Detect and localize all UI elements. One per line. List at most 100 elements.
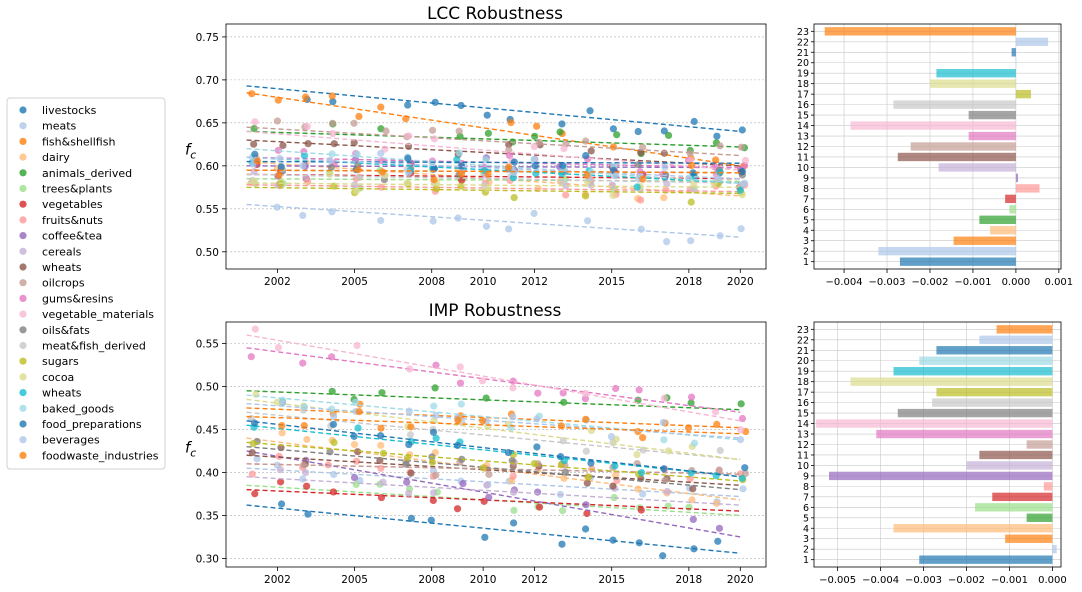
ytick-label: 11	[797, 152, 809, 163]
data-point	[509, 413, 517, 421]
legend-label: coffee&tea	[42, 230, 102, 243]
data-point	[327, 163, 335, 171]
ytick-label: 3	[803, 236, 809, 247]
data-point	[484, 170, 492, 178]
data-point	[663, 238, 671, 246]
data-point	[689, 169, 697, 177]
ytick-label: 23	[797, 325, 809, 336]
bar	[979, 335, 1053, 344]
data-point	[355, 112, 363, 121]
data-point	[429, 496, 437, 505]
data-point	[738, 414, 747, 423]
data-point	[587, 459, 595, 467]
data-point	[612, 384, 620, 393]
xtick-label: 0.000	[1038, 575, 1067, 586]
ytick-label: 23	[797, 27, 809, 38]
data-point	[330, 412, 338, 421]
data-point	[407, 514, 416, 522]
ytick-label: 8	[803, 482, 809, 493]
ytick-label: 0.45	[196, 424, 219, 436]
bar	[1005, 194, 1016, 204]
data-point	[328, 208, 336, 216]
data-point	[377, 149, 385, 157]
trend-line	[246, 488, 741, 512]
data-point	[404, 154, 412, 162]
data-point	[351, 181, 359, 189]
bar	[1015, 173, 1019, 183]
trend-line	[246, 445, 741, 491]
bar	[897, 152, 1016, 162]
ytick-label: 3	[803, 534, 809, 545]
ytick-label: 0.65	[196, 118, 219, 130]
bar	[1005, 534, 1053, 543]
data-point	[328, 405, 336, 413]
bar	[893, 367, 1053, 376]
xtick-label: 2005	[341, 574, 368, 586]
data-point	[300, 422, 308, 430]
legend-label: meats	[42, 120, 77, 133]
trend-line	[246, 411, 741, 461]
data-point	[737, 426, 745, 434]
data-point	[405, 489, 413, 498]
ytick-label: 10	[797, 461, 809, 472]
trend-line	[246, 169, 741, 174]
trend-line	[246, 402, 741, 439]
bar	[893, 100, 1016, 109]
data-point	[607, 432, 615, 441]
data-point	[457, 162, 466, 170]
data-point	[562, 191, 570, 199]
data-point	[584, 473, 592, 481]
data-point	[353, 341, 361, 350]
legend-label: vegetables	[42, 198, 103, 211]
ytick-label: 5	[803, 513, 809, 524]
data-point	[276, 466, 284, 474]
legend-marker	[19, 106, 27, 114]
data-point	[583, 171, 591, 179]
data-point	[509, 384, 517, 392]
ylabel-main: f	[185, 439, 193, 457]
bar	[919, 356, 1053, 365]
legend-marker	[19, 169, 27, 177]
legend-marker	[19, 216, 27, 224]
ytick-label: 13	[797, 430, 809, 441]
bar	[996, 325, 1053, 334]
data-point	[455, 149, 464, 157]
data-point	[557, 422, 566, 430]
y-axis-label: fc	[185, 141, 196, 162]
data-point	[403, 454, 412, 462]
trend-line	[246, 476, 741, 506]
data-point	[355, 408, 363, 416]
legend-marker	[19, 326, 27, 334]
data-point	[402, 460, 410, 468]
data-point	[279, 399, 287, 407]
bar	[953, 236, 1016, 245]
trend-line	[246, 394, 741, 441]
data-point	[660, 127, 668, 135]
data-point	[661, 163, 669, 171]
data-point	[303, 435, 311, 444]
bar	[893, 524, 1053, 533]
data-point	[635, 386, 643, 394]
ytick-label: 4	[803, 226, 809, 237]
ytick-label: 0.40	[196, 467, 219, 479]
ytick-label: 12	[797, 142, 809, 153]
data-point	[352, 480, 360, 489]
data-point	[329, 488, 338, 496]
data-point	[534, 389, 542, 397]
data-point	[736, 186, 744, 194]
data-point	[299, 211, 307, 220]
data-point	[406, 431, 415, 439]
data-point	[688, 161, 696, 170]
trend-line	[246, 347, 741, 413]
data-point	[249, 439, 257, 448]
bar	[1052, 545, 1057, 554]
data-point	[353, 448, 362, 456]
ytick-label: 0.75	[196, 32, 219, 44]
data-point	[660, 436, 668, 444]
data-point	[711, 408, 720, 416]
ytick-label: 16	[797, 100, 809, 111]
legend-label: beverages	[42, 434, 100, 447]
data-point	[350, 473, 359, 482]
legend-marker	[19, 137, 27, 145]
axes-frame	[225, 23, 767, 270]
